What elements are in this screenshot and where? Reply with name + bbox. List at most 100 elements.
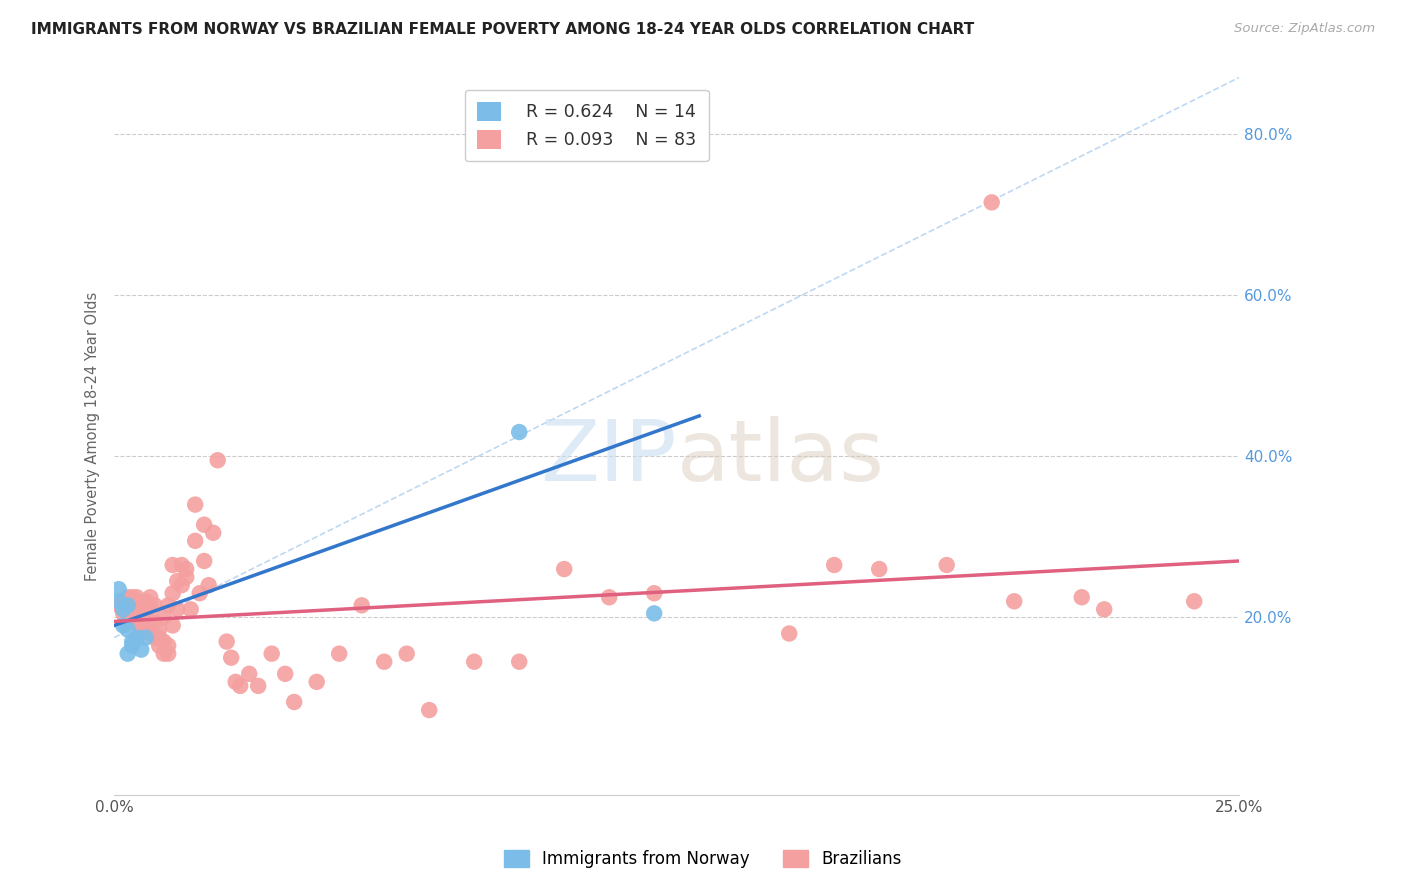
Point — [125, 631, 148, 645]
Point — [129, 607, 152, 621]
Point — [188, 586, 211, 600]
Point — [107, 594, 129, 608]
Point — [823, 558, 845, 572]
Point — [778, 626, 800, 640]
Point — [1092, 602, 1115, 616]
Text: ZIP: ZIP — [540, 416, 676, 500]
Point — [121, 634, 143, 648]
Point — [143, 631, 166, 645]
Point — [395, 647, 418, 661]
Point — [868, 562, 890, 576]
Point — [202, 525, 225, 540]
Point — [229, 679, 252, 693]
Point — [121, 591, 143, 605]
Point — [117, 647, 139, 661]
Point — [170, 578, 193, 592]
Point — [121, 610, 143, 624]
Point — [598, 591, 620, 605]
Point — [117, 599, 139, 613]
Point — [184, 533, 207, 548]
Point — [418, 703, 440, 717]
Point — [260, 647, 283, 661]
Point — [107, 582, 129, 597]
Legend: Immigrants from Norway, Brazilians: Immigrants from Norway, Brazilians — [498, 843, 908, 875]
Point — [225, 674, 247, 689]
Point — [117, 623, 139, 637]
Point — [180, 602, 202, 616]
Point — [112, 594, 135, 608]
Point — [117, 615, 139, 629]
Point — [139, 615, 162, 629]
Point — [238, 666, 260, 681]
Point — [125, 591, 148, 605]
Point — [1070, 591, 1092, 605]
Point — [508, 425, 530, 439]
Point — [643, 607, 665, 621]
Point — [148, 623, 170, 637]
Point — [107, 599, 129, 613]
Point — [152, 634, 174, 648]
Point — [139, 599, 162, 613]
Point — [121, 639, 143, 653]
Point — [135, 602, 157, 616]
Point — [135, 615, 157, 629]
Point — [148, 639, 170, 653]
Point — [148, 631, 170, 645]
Point — [350, 599, 373, 613]
Point — [152, 610, 174, 624]
Text: IMMIGRANTS FROM NORWAY VS BRAZILIAN FEMALE POVERTY AMONG 18-24 YEAR OLDS CORRELA: IMMIGRANTS FROM NORWAY VS BRAZILIAN FEMA… — [31, 22, 974, 37]
Point — [135, 631, 157, 645]
Text: atlas: atlas — [676, 416, 884, 500]
Point — [247, 679, 270, 693]
Point — [129, 599, 152, 613]
Point — [143, 615, 166, 629]
Point — [129, 642, 152, 657]
Point — [174, 570, 197, 584]
Point — [135, 618, 157, 632]
Point — [152, 647, 174, 661]
Point — [139, 626, 162, 640]
Point — [174, 562, 197, 576]
Point — [1182, 594, 1205, 608]
Point — [166, 574, 188, 588]
Point — [508, 655, 530, 669]
Point — [219, 650, 242, 665]
Point — [162, 558, 184, 572]
Point — [305, 674, 328, 689]
Point — [117, 602, 139, 616]
Point — [162, 586, 184, 600]
Point — [193, 517, 215, 532]
Point — [193, 554, 215, 568]
Point — [125, 615, 148, 629]
Point — [215, 634, 238, 648]
Point — [184, 498, 207, 512]
Point — [112, 607, 135, 621]
Text: Source: ZipAtlas.com: Source: ZipAtlas.com — [1234, 22, 1375, 36]
Point — [125, 610, 148, 624]
Point — [139, 591, 162, 605]
Point — [643, 586, 665, 600]
Point — [274, 666, 297, 681]
Point — [373, 655, 395, 669]
Point — [166, 602, 188, 616]
Point — [935, 558, 957, 572]
Point — [157, 639, 180, 653]
Point — [121, 602, 143, 616]
Point — [125, 599, 148, 613]
Point — [553, 562, 575, 576]
Point — [328, 647, 350, 661]
Point — [117, 591, 139, 605]
Point — [162, 618, 184, 632]
Point — [1002, 594, 1025, 608]
Point — [207, 453, 229, 467]
Point — [463, 655, 485, 669]
Point — [143, 599, 166, 613]
Point — [197, 578, 219, 592]
Point — [112, 602, 135, 616]
Point — [135, 594, 157, 608]
Point — [129, 623, 152, 637]
Point — [157, 599, 180, 613]
Point — [283, 695, 305, 709]
Point — [157, 647, 180, 661]
Y-axis label: Female Poverty Among 18-24 Year Olds: Female Poverty Among 18-24 Year Olds — [86, 292, 100, 581]
